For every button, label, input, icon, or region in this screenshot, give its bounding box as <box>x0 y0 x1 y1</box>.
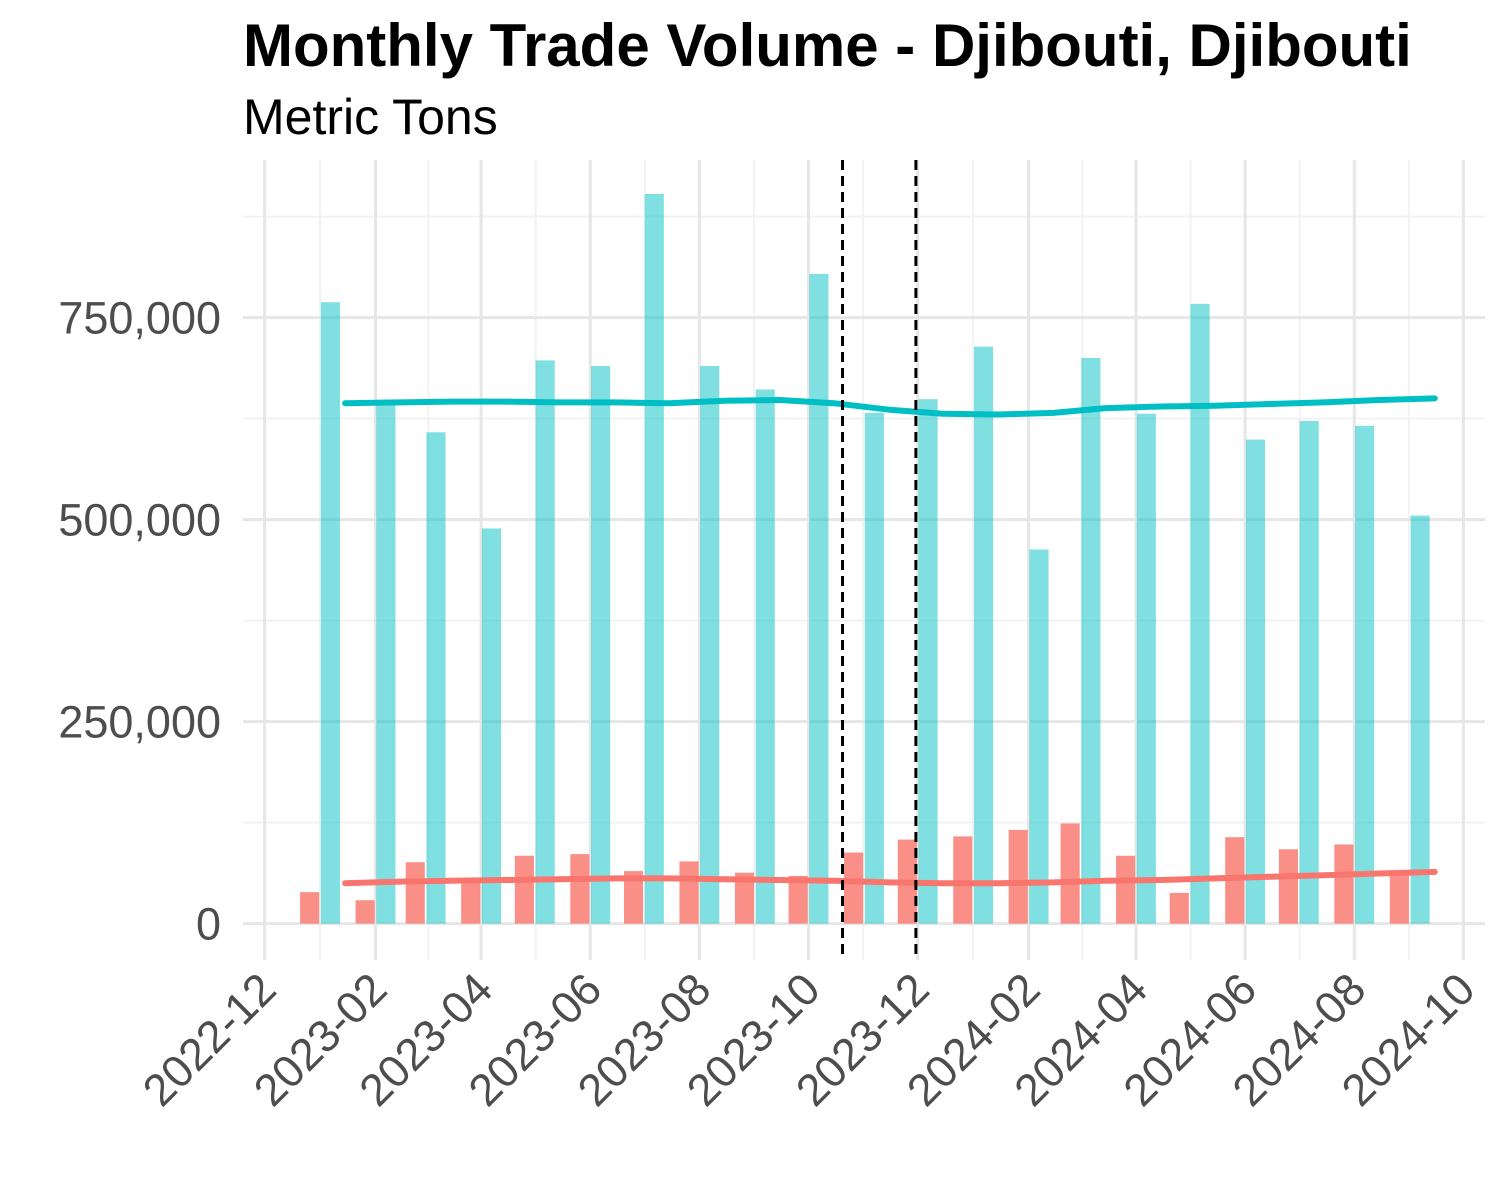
trend-line <box>342 868 1438 887</box>
bar <box>355 900 375 924</box>
trend-line <box>342 395 1438 418</box>
bar <box>570 854 590 924</box>
bars <box>300 193 1430 924</box>
chart-title: Monthly Trade Volume - Djibouti, Djibout… <box>243 12 1412 79</box>
x-axis-ticks: 2022-122023-022023-042023-062023-082023-… <box>133 963 1485 1116</box>
bar <box>953 836 973 924</box>
y-tick-label: 250,000 <box>58 697 221 748</box>
major-gridlines <box>243 160 1485 960</box>
bar <box>1008 829 1028 924</box>
bar <box>788 875 808 924</box>
bar <box>679 861 699 924</box>
bar <box>300 892 320 924</box>
bar <box>591 366 611 924</box>
bar <box>1389 870 1409 924</box>
bar <box>864 412 884 924</box>
bar <box>700 366 720 924</box>
bar <box>1169 892 1189 924</box>
bar <box>1245 439 1266 924</box>
bar <box>1410 515 1430 924</box>
bar <box>376 404 396 924</box>
bar <box>514 855 534 924</box>
bar <box>535 360 555 924</box>
bar <box>461 878 481 924</box>
bar <box>1299 421 1319 924</box>
bar <box>809 273 829 924</box>
chart-subtitle: Metric Tons <box>243 89 498 145</box>
trend-lines <box>342 395 1438 887</box>
bar <box>405 862 425 924</box>
y-axis-ticks: 0 250,000 500,000 750,000 <box>58 293 221 950</box>
bar <box>1190 303 1210 924</box>
reference-lines <box>841 160 918 960</box>
bar <box>1116 855 1136 924</box>
bar <box>320 302 340 924</box>
bar <box>1334 844 1354 924</box>
bar <box>644 193 664 924</box>
bar <box>973 346 994 924</box>
bar <box>1278 849 1298 924</box>
y-tick-label: 750,000 <box>58 293 221 344</box>
bar <box>1029 549 1049 924</box>
bar <box>1355 425 1375 924</box>
bar <box>1060 823 1080 924</box>
bar <box>918 399 938 924</box>
bar <box>1081 357 1101 924</box>
bar <box>1136 413 1156 924</box>
bar <box>734 872 755 924</box>
bar <box>481 528 502 924</box>
y-tick-label: 0 <box>196 899 221 950</box>
bar <box>844 852 864 924</box>
bar <box>623 871 644 924</box>
bar <box>426 432 446 924</box>
y-tick-label: 500,000 <box>58 495 221 546</box>
bar <box>755 389 775 924</box>
